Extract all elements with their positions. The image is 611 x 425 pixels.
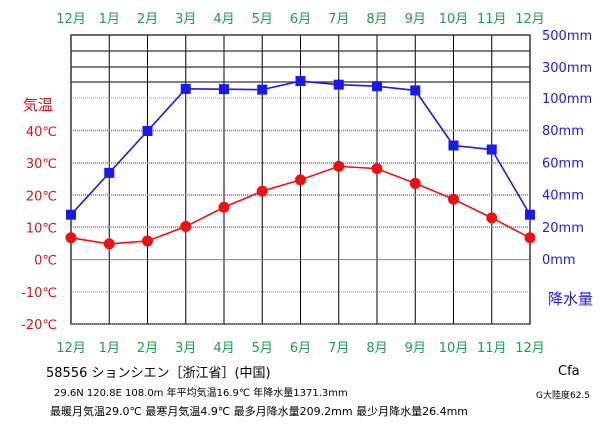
precip-point xyxy=(104,167,115,178)
temp-point xyxy=(218,201,230,213)
temp-point xyxy=(65,232,77,244)
precip-tick-label: 0mm xyxy=(542,253,576,268)
month-label-bottom: 6月 xyxy=(290,341,311,356)
temp-tick-label: 0℃ xyxy=(34,254,57,269)
precip-point xyxy=(486,144,497,155)
month-label-bottom: 3月 xyxy=(175,341,196,356)
month-label-top: 1月 xyxy=(99,12,120,27)
month-label-bottom: 5月 xyxy=(252,341,273,356)
month-label-top: 12月 xyxy=(515,12,545,27)
temp-point xyxy=(142,235,153,247)
continentality-index: G大陸度62.5 xyxy=(536,391,591,401)
month-label-bottom: 11月 xyxy=(477,341,507,356)
precip-point xyxy=(295,76,306,87)
precip-point xyxy=(180,83,191,94)
month-label-bottom: 8月 xyxy=(366,341,387,356)
temp-point xyxy=(180,221,192,233)
precip-point xyxy=(525,209,535,220)
month-label-top: 4月 xyxy=(213,12,234,27)
station-stats-line-1: 29.6N 120.8E 108.0m 年平均気温16.9℃ 年降水量1371.… xyxy=(54,388,348,399)
precip-tick-label: 40mm xyxy=(542,189,584,204)
temp-tick-label: 10℃ xyxy=(26,222,57,237)
month-label-top: 9月 xyxy=(405,12,426,27)
month-label-bottom: 7月 xyxy=(328,341,349,356)
precip-tick-label: 60mm xyxy=(542,156,584,171)
precip-axis-title: 降水量 xyxy=(548,290,593,308)
precip-tick-label: 500mm xyxy=(542,29,592,44)
precip-tick-label: 300mm xyxy=(542,61,592,76)
month-label-top: 3月 xyxy=(175,12,196,27)
temp-point xyxy=(409,177,421,189)
month-label-bottom: 4月 xyxy=(213,341,234,356)
temp-point xyxy=(371,163,383,175)
precip-point xyxy=(448,140,459,151)
month-label-top: 7月 xyxy=(328,12,349,27)
month-label-bottom: 1月 xyxy=(99,341,120,356)
temp-tick-label: 30℃ xyxy=(26,157,57,172)
month-label-bottom: 10月 xyxy=(439,341,469,356)
temp-tick-label: 40℃ xyxy=(26,125,57,140)
month-label-bottom: 12月 xyxy=(56,341,86,356)
temp-tick-label: -10℃ xyxy=(21,286,57,301)
month-label-top: 11月 xyxy=(477,12,507,27)
temp-point xyxy=(448,193,459,205)
month-label-top: 6月 xyxy=(290,12,311,27)
temp-tick-label: 20℃ xyxy=(26,189,57,204)
month-label-bottom: 12月 xyxy=(515,341,545,356)
precip-point xyxy=(372,81,382,92)
precip-point xyxy=(219,84,229,95)
station-label: 58556 ションシエン［浙江省］(中国) xyxy=(46,366,271,381)
precip-point xyxy=(333,79,344,90)
month-label-top: 2月 xyxy=(137,12,158,27)
climate-classification: Cfa xyxy=(558,364,580,379)
precip-point xyxy=(410,85,421,96)
temp-point xyxy=(103,238,115,250)
month-label-bottom: 9月 xyxy=(405,341,426,356)
month-label-top: 8月 xyxy=(366,12,387,27)
precip-point xyxy=(66,209,76,220)
precip-tick-label: 100mm xyxy=(542,92,592,107)
precip-tick-label: 20mm xyxy=(542,221,584,236)
temp-axis-title: 気温 xyxy=(23,96,53,114)
month-label-bottom: 2月 xyxy=(137,341,158,356)
station-stats-line-2: 最暖月気温29.0℃ 最寒月気温4.9℃ 最多月降水量209.2mm 最少月降水… xyxy=(50,405,469,418)
month-label-top: 12月 xyxy=(56,12,86,27)
precip-point xyxy=(257,84,268,95)
temp-point xyxy=(295,174,306,186)
temp-tick-label: -20℃ xyxy=(21,318,57,333)
temp-point xyxy=(256,185,268,197)
month-label-top: 10月 xyxy=(439,12,469,27)
month-label-top: 5月 xyxy=(252,12,273,27)
temp-point xyxy=(524,232,536,244)
precip-tick-label: 80mm xyxy=(542,124,584,139)
precip-point xyxy=(142,126,153,137)
temp-point xyxy=(486,212,498,224)
temp-point xyxy=(333,160,345,172)
